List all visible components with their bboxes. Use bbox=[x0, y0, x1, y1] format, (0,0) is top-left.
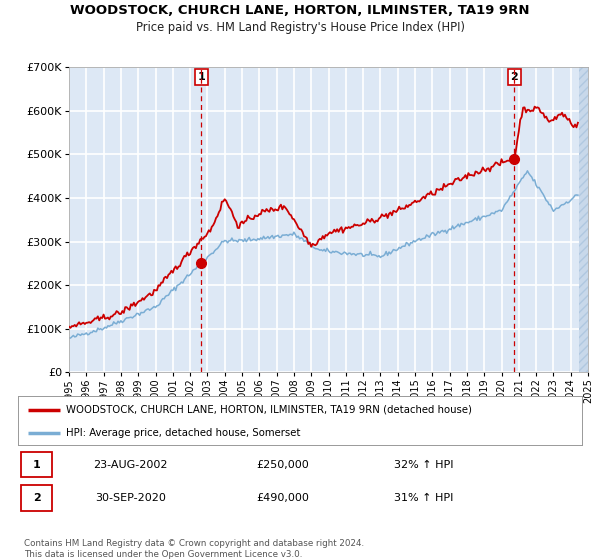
Text: 32% ↑ HPI: 32% ↑ HPI bbox=[394, 460, 454, 469]
Text: HPI: Average price, detached house, Somerset: HPI: Average price, detached house, Some… bbox=[66, 428, 301, 438]
Text: 2: 2 bbox=[511, 72, 518, 82]
FancyBboxPatch shape bbox=[21, 451, 52, 478]
Text: Price paid vs. HM Land Registry's House Price Index (HPI): Price paid vs. HM Land Registry's House … bbox=[136, 21, 464, 34]
Text: 31% ↑ HPI: 31% ↑ HPI bbox=[394, 493, 454, 503]
Text: £250,000: £250,000 bbox=[257, 460, 310, 469]
Text: WOODSTOCK, CHURCH LANE, HORTON, ILMINSTER, TA19 9RN: WOODSTOCK, CHURCH LANE, HORTON, ILMINSTE… bbox=[70, 4, 530, 17]
Text: Contains HM Land Registry data © Crown copyright and database right 2024.
This d: Contains HM Land Registry data © Crown c… bbox=[24, 539, 364, 559]
Text: 1: 1 bbox=[33, 460, 40, 469]
Text: WOODSTOCK, CHURCH LANE, HORTON, ILMINSTER, TA19 9RN (detached house): WOODSTOCK, CHURCH LANE, HORTON, ILMINSTE… bbox=[66, 405, 472, 415]
FancyBboxPatch shape bbox=[21, 485, 52, 511]
Text: 23-AUG-2002: 23-AUG-2002 bbox=[94, 460, 168, 469]
Text: 2: 2 bbox=[33, 493, 40, 503]
Bar bbox=[580, 67, 588, 372]
Text: 30-SEP-2020: 30-SEP-2020 bbox=[95, 493, 166, 503]
Text: 1: 1 bbox=[197, 72, 205, 82]
Text: £490,000: £490,000 bbox=[257, 493, 310, 503]
